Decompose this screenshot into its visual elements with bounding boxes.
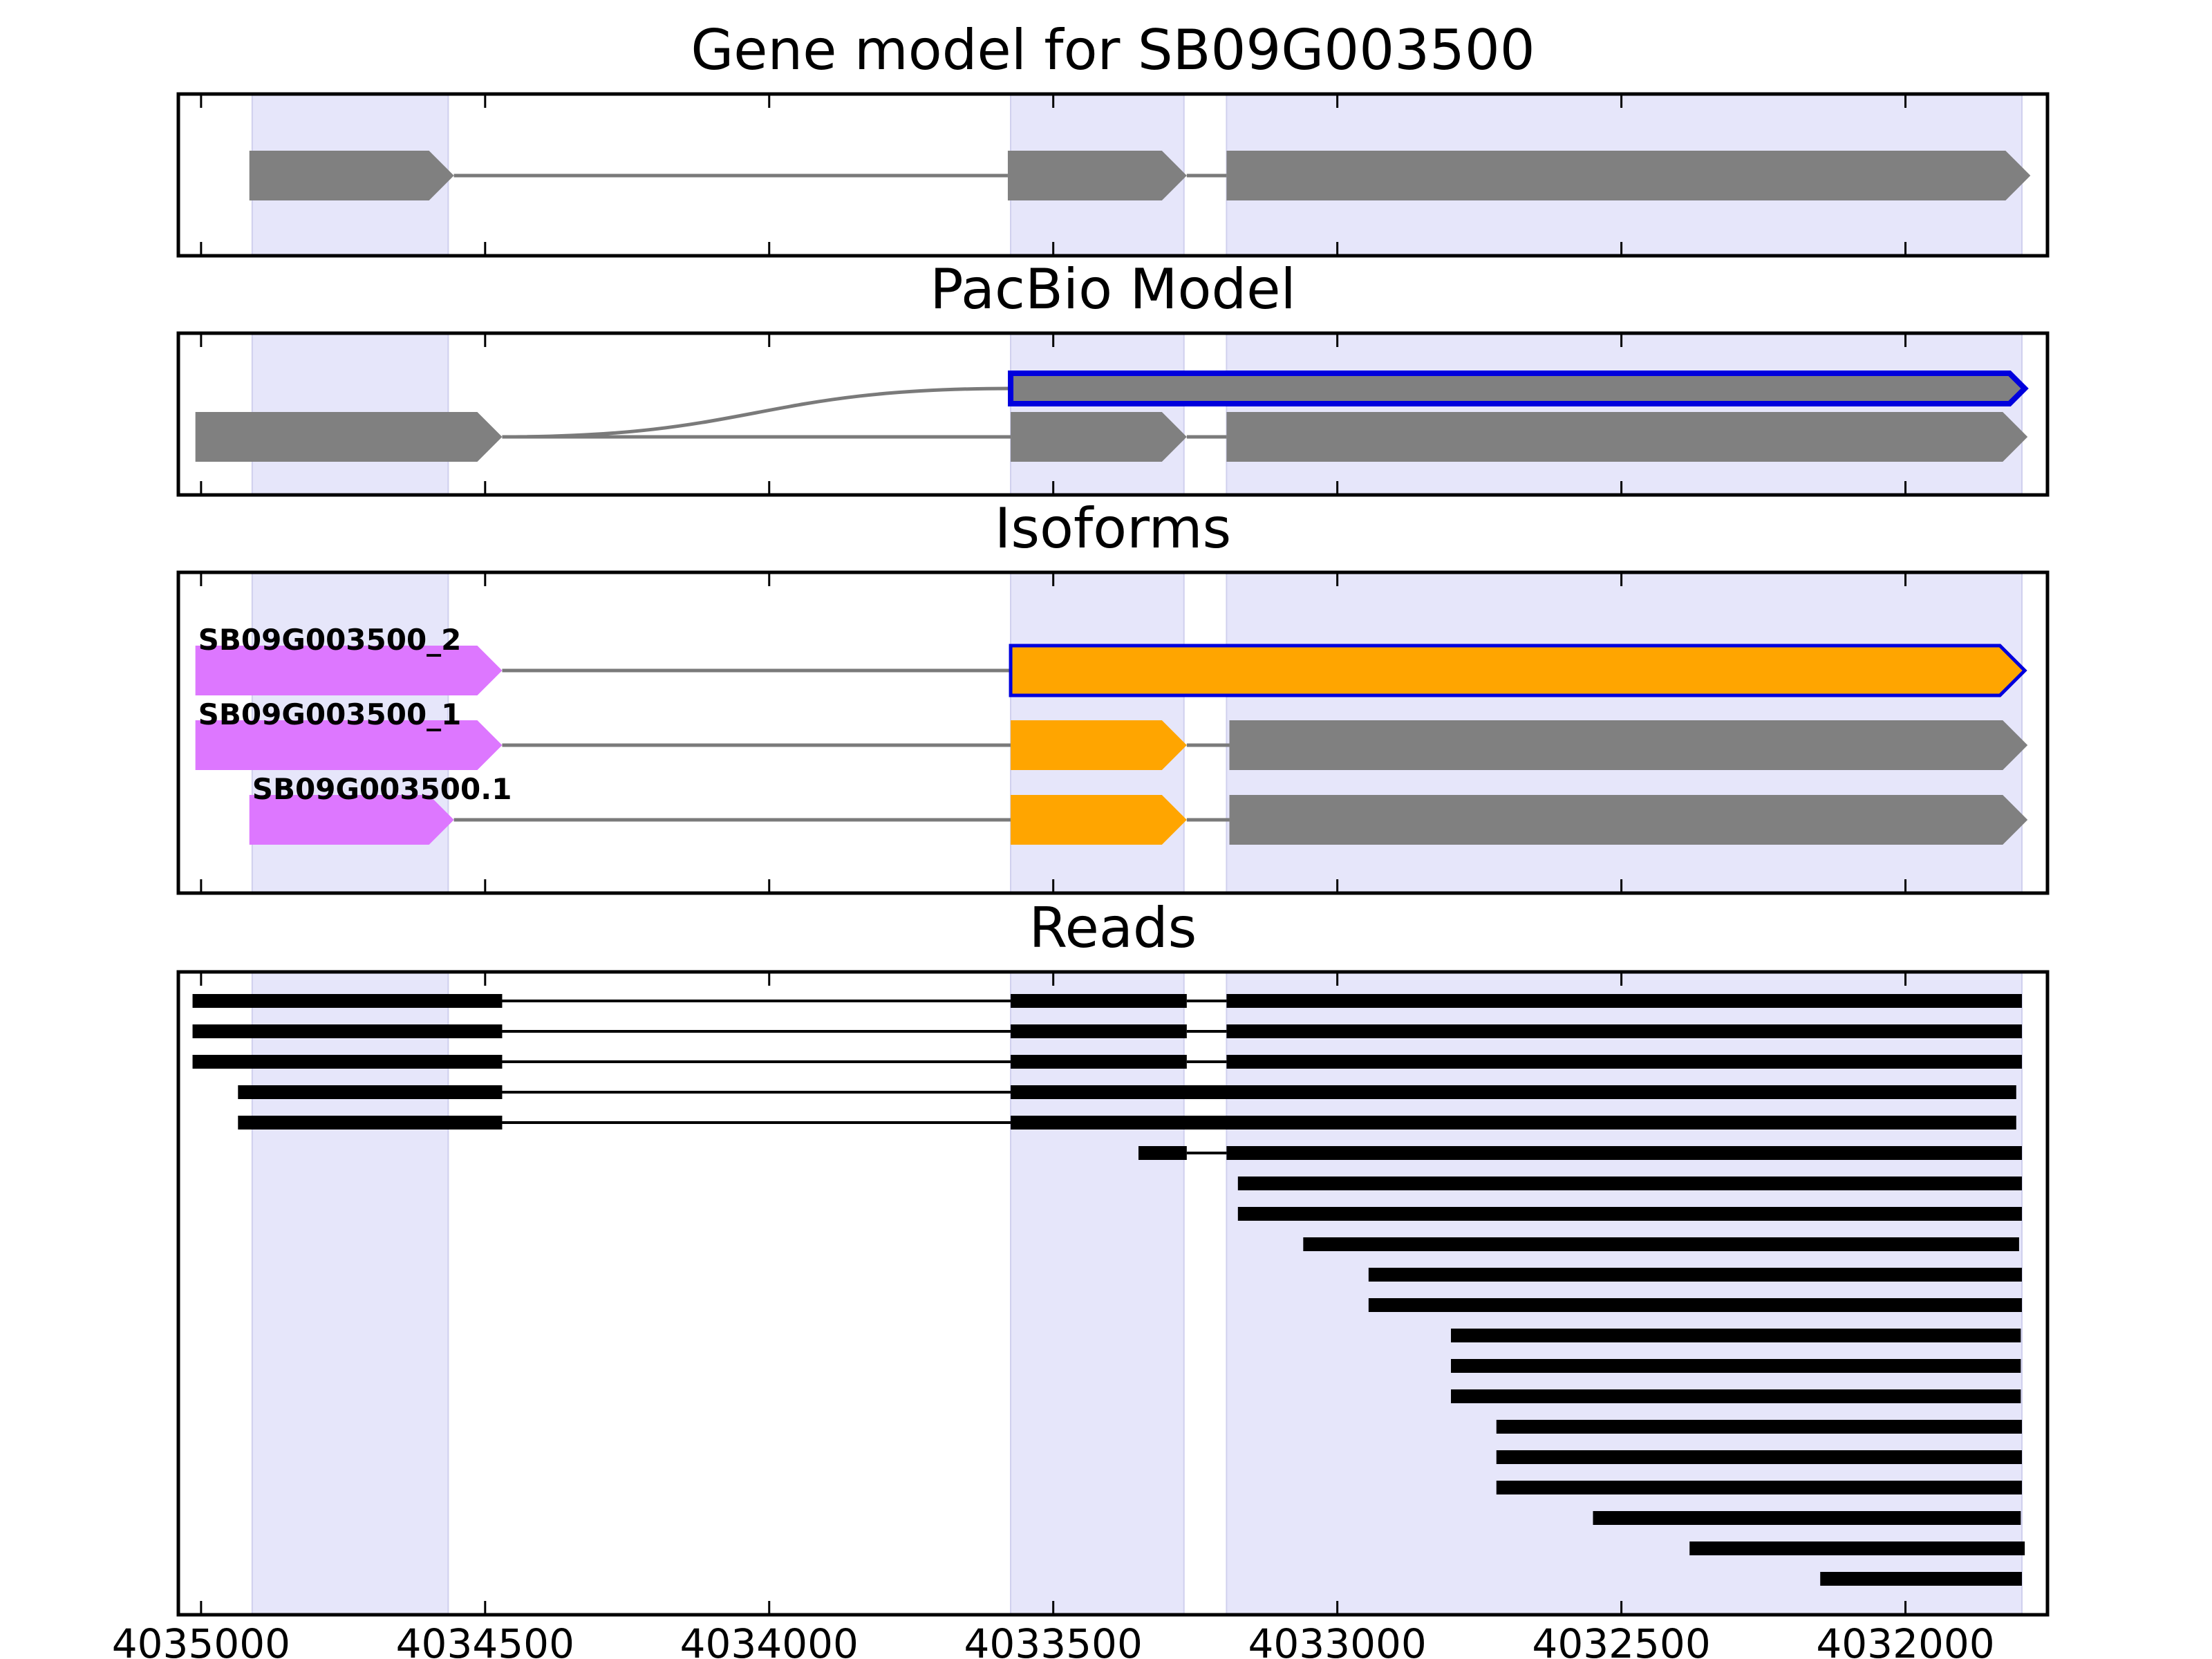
read-segment — [1451, 1329, 2021, 1342]
isoforms-title: Isoforms — [995, 496, 1231, 561]
isoforms-panel: Isoforms SB09G003500_2 SB09G003500_1 SB09G… — [176, 496, 2050, 895]
isoform-label: SB09G003500_2 — [198, 623, 462, 657]
read-segment — [1011, 1085, 2016, 1099]
read-segment — [1226, 1024, 2023, 1038]
utr-block — [195, 720, 503, 770]
read-segment — [1226, 994, 2023, 1008]
reads-title: Reads — [1029, 896, 1197, 960]
read-segment — [1496, 1481, 2023, 1494]
panel-frame — [176, 970, 2050, 1617]
utr-block — [249, 795, 454, 845]
isoform-label: SB09G003500_1 — [198, 697, 462, 731]
x-tick-label: 4034000 — [680, 1620, 859, 1659]
x-tick-label: 4032000 — [1816, 1620, 1994, 1659]
read-segment — [1011, 1116, 2016, 1130]
x-tick-label: 4033500 — [964, 1620, 1143, 1659]
exon-block — [1011, 795, 1187, 845]
exon-block — [1011, 720, 1187, 770]
read-segment — [1496, 1450, 2023, 1464]
utr-block — [195, 646, 503, 695]
read-segment — [1237, 1177, 2023, 1190]
x-tick-label: 4034500 — [396, 1620, 574, 1659]
read-segment — [238, 1085, 503, 1099]
read-segment — [1820, 1572, 2023, 1586]
panel-frame — [176, 331, 2050, 497]
x-axis: 4035000 4034500 4034000 4033500 4033000 40325… — [112, 1620, 1995, 1659]
x-tick-label: 4033000 — [1248, 1620, 1426, 1659]
read-segment — [1593, 1511, 2021, 1525]
read-segment — [1689, 1541, 2025, 1555]
read-segment — [1303, 1237, 2019, 1251]
exon-block — [1226, 151, 2031, 200]
read-segment — [238, 1116, 503, 1130]
exon-block — [249, 151, 454, 200]
read-segment — [1226, 1146, 2023, 1160]
x-tick-label: 4032500 — [1532, 1620, 1710, 1659]
exon-block — [1226, 412, 2028, 462]
read-segment — [1451, 1389, 2021, 1403]
gene-model-title: Gene model for SB09G003500 — [691, 18, 1535, 82]
exon-highlight-region — [1010, 971, 1185, 1615]
exon-block — [1007, 151, 1187, 200]
read-segment — [192, 1024, 503, 1038]
read-segment — [192, 994, 503, 1008]
selected-exon-block — [1009, 644, 2027, 697]
exon-block — [1229, 795, 2028, 845]
read-segment — [1368, 1268, 2023, 1282]
read-segment — [1011, 1055, 1187, 1069]
read-segment — [192, 1055, 503, 1069]
exon-block — [195, 412, 503, 462]
panel-frame — [176, 570, 2050, 895]
panel-frame — [176, 92, 2050, 258]
x-tick-label: 4035000 — [112, 1620, 290, 1659]
splice-connector-curve — [502, 386, 1011, 439]
read-segment — [1451, 1359, 2021, 1373]
pacbio-model-panel: PacBio Model — [176, 257, 2050, 497]
selected-exon-block — [1008, 371, 2029, 406]
gene-model-panel: Gene model for SB09G003500 — [176, 18, 2050, 258]
read-segment — [1011, 994, 1187, 1008]
read-segment — [1011, 1024, 1187, 1038]
read-segment — [1237, 1207, 2023, 1221]
read-segment — [1368, 1298, 2023, 1312]
reads-panel: Reads — [176, 896, 2050, 1617]
pacbio-model-title: PacBio Model — [930, 257, 1295, 321]
read-segment — [1496, 1420, 2023, 1434]
exon-block — [1229, 720, 2028, 770]
read-segment — [1226, 1055, 2023, 1069]
read-segment — [1138, 1146, 1187, 1160]
exon-block — [1011, 412, 1187, 462]
isoform-label: SB09G003500.1 — [252, 772, 512, 806]
exon-highlight-region — [1226, 971, 2023, 1615]
